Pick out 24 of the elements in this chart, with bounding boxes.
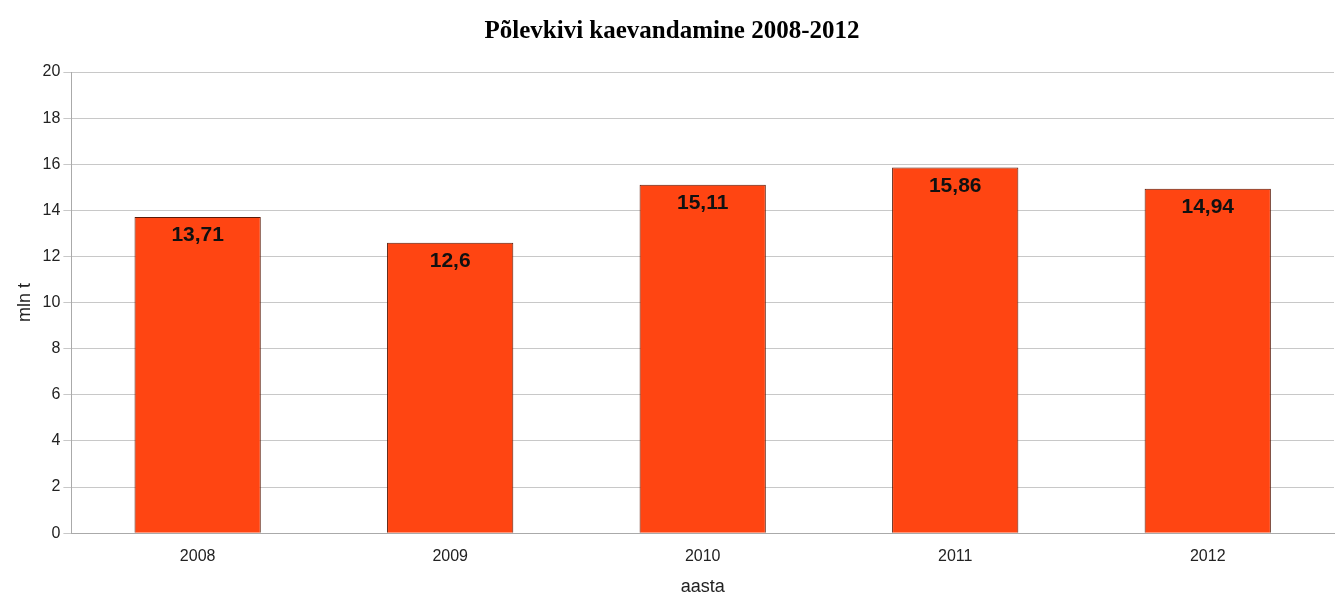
data-label: 13,71 [171, 222, 225, 246]
data-label: 15,11 [677, 190, 729, 214]
y-tick-label: 16 [42, 154, 61, 172]
y-tick-label: 20 [42, 62, 61, 80]
y-tick-label: 12 [42, 246, 61, 264]
chart-title: Põlevkivi kaevandamine 2008-2012 [484, 16, 860, 44]
x-tick-label: 2011 [938, 547, 973, 565]
x-axis-title: aasta [680, 576, 726, 597]
y-tick-label: 6 [51, 385, 61, 403]
y-tick-label: 2 [51, 477, 61, 495]
x-tick-label: 2009 [432, 547, 469, 565]
data-label: 14,94 [1181, 193, 1235, 217]
y-tick-label: 14 [42, 200, 61, 218]
y-axis-title: mln t [13, 283, 34, 323]
y-tick-label: 0 [51, 523, 61, 541]
y-tick-label: 10 [42, 293, 61, 311]
x-tick-label: 2012 [1189, 547, 1226, 565]
x-tick-label: 2010 [684, 547, 721, 565]
y-tick-label: 4 [51, 431, 61, 449]
x-tick-label: 2008 [179, 547, 216, 565]
data-label: 12,6 [429, 247, 471, 271]
data-label: 15,86 [928, 172, 982, 196]
y-tick-label: 18 [42, 108, 61, 126]
y-tick-label: 8 [51, 339, 61, 357]
